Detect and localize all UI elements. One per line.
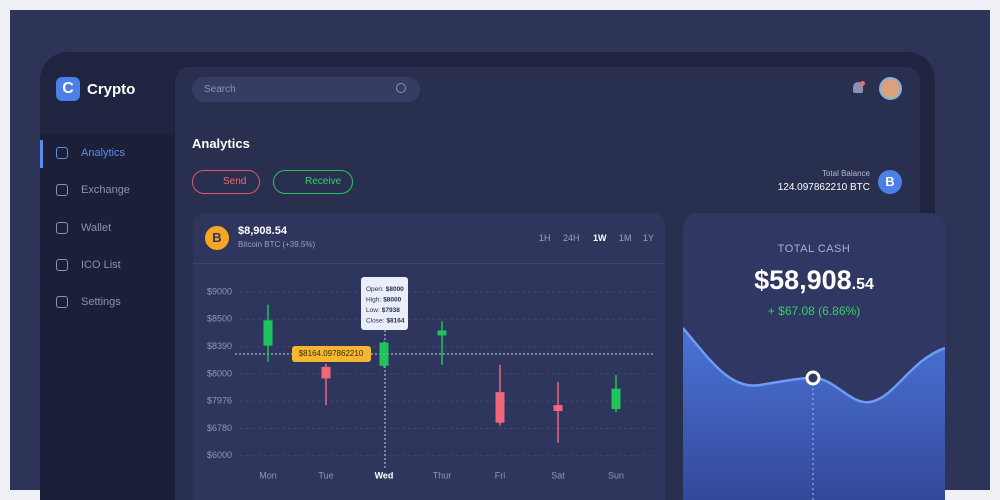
y-tick-label: $8000 [207,368,232,378]
tooltip-line: Low: $7938 [366,307,400,314]
tooltip-key: Low: [366,307,380,314]
receive-button[interactable]: Receive [273,170,353,194]
period-tab[interactable]: 1M [619,233,632,243]
x-tick-label: Mon [259,470,277,480]
tooltip-line: Close: $8164 [366,317,405,324]
sidebar-label: Analytics [81,147,126,159]
period-tab[interactable]: 1Y [643,233,655,243]
tooltip-key: High: [366,296,381,303]
x-tick-label: Wed [375,470,394,480]
cash-wave [683,327,945,500]
y-tick-label: $9000 [207,286,232,296]
y-tick-label: $6780 [207,423,232,433]
crosshair-pill [292,346,371,362]
active-marker [40,140,43,168]
sidebar-item[interactable]: Wallet [56,221,112,234]
tooltip [361,277,408,330]
candle-body [379,342,389,366]
crosshair-label: $8164.097862210 [299,349,364,358]
divider [193,263,665,264]
coin-price: $8,908.54 [238,225,287,237]
notification-dot [860,81,865,86]
balance-label: Total Balance [821,169,870,178]
x-tick-label: Thur [433,470,452,480]
candle-body [437,330,447,336]
x-tick-label: Tue [318,470,333,480]
tooltip-value: $8164 [386,317,404,324]
cash-change: + $67.08 (6.86%) [767,304,861,318]
tooltip-line: High: $8000 [366,296,402,303]
y-tick-label: $8390 [207,341,232,351]
cash-title: TOTAL CASH [777,243,851,255]
logo: C [56,77,80,101]
period-tab[interactable]: 1H [539,233,551,243]
send-button[interactable]: Send [192,170,260,194]
period-tab[interactable]: 1W [593,233,607,243]
cash-point [805,370,821,386]
sidebar-icon [56,258,68,271]
avatar[interactable] [879,77,902,100]
x-tick-label: Sat [551,470,565,480]
sidebar-icon [56,184,68,197]
tooltip-value: $8000 [386,286,404,293]
balance-value: 124.097862210 BTC [777,182,870,193]
sidebar-item[interactable]: ICO List [56,258,121,271]
search-bar[interactable] [192,77,420,102]
sidebar-item[interactable]: Exchange [56,184,130,197]
x-tick-label: Sun [608,470,624,480]
wave-area [683,328,945,500]
cash-cents: .54 [851,276,874,293]
tooltip-key: Close: [366,317,385,324]
bell-icon[interactable] [853,82,863,93]
candle-body [611,388,621,410]
sidebar-item[interactable]: Analytics [56,147,125,159]
tooltip-line: Open: $8000 [366,286,404,293]
bitcoin-icon: B [205,226,229,250]
x-tick-label: Fri [495,470,506,480]
search-placeholder: Search [204,84,236,95]
coin-name: Bitcoin BTC (+39.5%) [238,240,316,249]
brand: Crypto [87,81,136,98]
sidebar-item[interactable]: Settings [56,296,121,309]
search-icon [396,83,406,93]
candle-body [495,392,505,423]
chart-card [193,213,665,500]
candle-body [553,405,563,411]
candle-body [321,366,331,379]
y-tick-label: $8500 [207,314,232,324]
cash-whole: $58,908 [754,265,852,295]
tooltip-value: $7938 [382,307,400,314]
y-tick-label: $6000 [207,450,232,460]
candle-body [263,320,273,346]
period-tab[interactable]: 24H [563,233,580,243]
y-tick-label: $7976 [207,396,232,406]
cash-amount: $58,908.54 [683,265,945,296]
sidebar-icon [56,147,68,159]
page-title: Analytics [192,136,250,151]
tooltip-value: $8000 [383,296,401,303]
sidebar-icon [56,221,68,234]
tooltip-key: Open: [366,286,384,293]
sidebar-label: Exchange [81,184,130,197]
sidebar-icon [56,296,68,309]
sidebar-label: Settings [81,296,121,309]
sidebar-label: ICO List [81,258,121,271]
btc-icon: B [878,170,902,194]
total-cash-card: TOTAL CASH $58,908.54 + $67.08 (6.86%) [683,213,945,500]
sidebar-label: Wallet [81,221,112,234]
